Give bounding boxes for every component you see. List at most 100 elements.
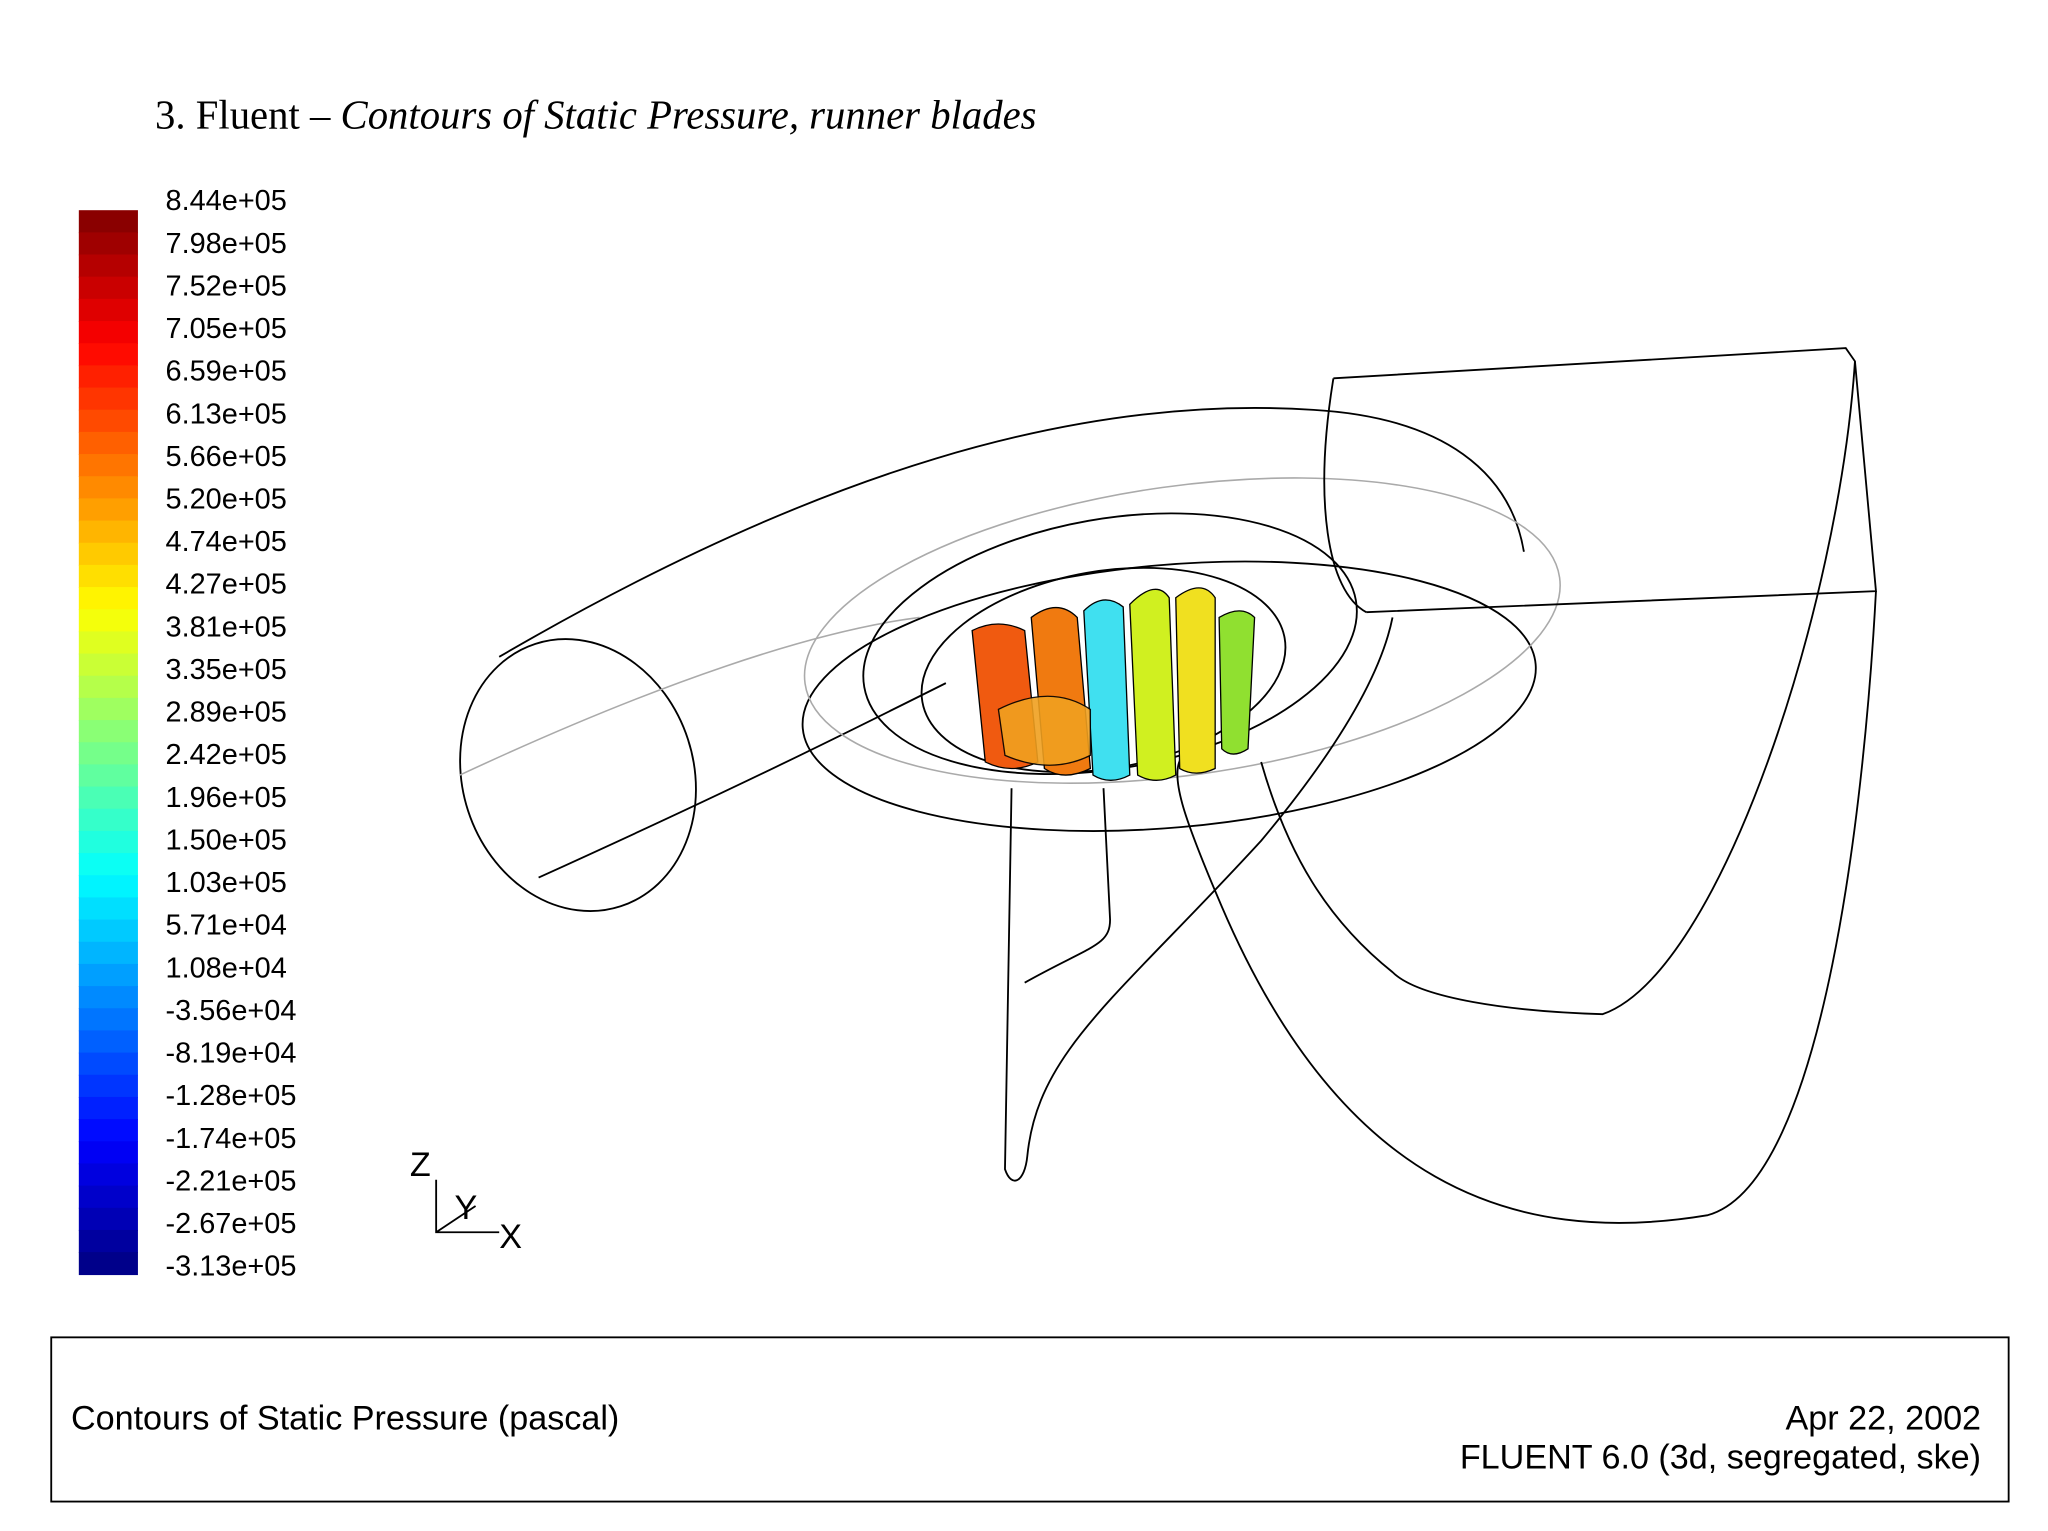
colorbar-band [78, 276, 138, 300]
triad-lines [435, 1179, 500, 1234]
draft-tube [1176, 591, 1877, 1224]
blade [1218, 610, 1256, 755]
colorbar-band [78, 343, 138, 367]
triad-z: Z [410, 1146, 431, 1184]
colorbar-label: -3.56e+04 [166, 995, 297, 1027]
colorbar-label: 5.20e+05 [166, 484, 287, 516]
footer-date: Apr 22, 2002 [1786, 1399, 1982, 1437]
footer-left: Contours of Static Pressure (pascal) [71, 1399, 619, 1437]
colorbar-band [78, 786, 138, 810]
colorbar-label: 5.66e+05 [166, 441, 287, 473]
colorbar-band [78, 963, 138, 987]
colorbar-label: -1.28e+05 [166, 1080, 297, 1112]
colorbar-band [78, 210, 138, 234]
colorbar-band [78, 298, 138, 322]
colorbar-band [78, 1119, 138, 1143]
colorbar-band [78, 476, 138, 500]
colorbar-band [78, 1229, 138, 1253]
caption: 3. Fluent – Contours of Static Pressure,… [155, 93, 1037, 138]
colorbar-band [78, 520, 138, 544]
runner-blades [971, 587, 1256, 781]
draft-tube [1333, 347, 1877, 614]
colorbar-band [78, 232, 138, 256]
colorbar: 8.44e+05 7.98e+05 7.52e+05 7.05e+05 6.59e+05… [78, 185, 297, 1283]
colorbar-label: 1.03e+05 [166, 867, 287, 899]
colorbar-band [78, 1096, 138, 1120]
colorbar-band [78, 808, 138, 832]
colorbar-label: 4.27e+05 [166, 569, 287, 601]
colorbar-band [78, 1252, 138, 1276]
colorbar-band [78, 720, 138, 744]
blade [1083, 599, 1131, 781]
guide-ring [862, 512, 1358, 775]
draft-tube [1323, 378, 1367, 613]
colorbar-band [78, 254, 138, 278]
colorbar-band [78, 1030, 138, 1054]
blade [997, 695, 1092, 766]
colorbar-label: -3.13e+05 [166, 1251, 297, 1283]
spiral-casing [459, 616, 920, 776]
colorbar-band [78, 542, 138, 566]
colorbar-label: -1.74e+05 [166, 1123, 297, 1155]
colorbar-band [78, 454, 138, 478]
colorbar-band [78, 875, 138, 899]
caption-italic: Contours of Static Pressure, runner blad… [341, 93, 1037, 138]
colorbar-band [78, 742, 138, 766]
colorbar-label: 6.59e+05 [166, 356, 287, 388]
colorbar-band [78, 675, 138, 699]
colorbar-label: -2.21e+05 [166, 1165, 297, 1197]
colorbar-band [78, 919, 138, 943]
colorbar-band [78, 365, 138, 389]
colorbar-band [78, 1008, 138, 1032]
axes-triad: Z Y X [410, 1146, 522, 1256]
caption-prefix: 3. Fluent – [155, 93, 331, 138]
blade [1175, 587, 1216, 774]
draft-tube [1024, 788, 1111, 984]
colorbar-label: 2.42e+05 [166, 739, 287, 771]
casing-ring [801, 560, 1537, 832]
colorbar-band [78, 498, 138, 522]
triad-x: X [499, 1218, 522, 1256]
colorbar-label: 1.08e+04 [166, 952, 287, 984]
draft-tube [1004, 617, 1394, 1182]
colorbar-band [78, 1074, 138, 1098]
colorbar-label: -2.67e+05 [166, 1208, 297, 1240]
spiral-casing [538, 682, 947, 879]
colorbar-band [78, 587, 138, 611]
casing-ring [803, 477, 1561, 784]
colorbar-band [78, 387, 138, 411]
colorbar-label: 3.35e+05 [166, 654, 287, 686]
figure: 3. Fluent – Contours of Static Pressure,… [50, 93, 2010, 1503]
footer-box [50, 1336, 2010, 1503]
colorbar-label: 7.98e+05 [166, 228, 287, 260]
colorbar-label: 7.05e+05 [166, 313, 287, 345]
colorbar-band [78, 697, 138, 721]
colorbar-label: 1.50e+05 [166, 824, 287, 856]
colorbar-band [78, 321, 138, 344]
colorbar-band [78, 609, 138, 633]
colorbar-label: 7.52e+05 [166, 270, 287, 302]
colorbar-band [78, 431, 138, 455]
draft-tube [1260, 361, 1856, 1016]
colorbar-label: 1.96e+05 [166, 782, 287, 814]
colorbar-band [78, 830, 138, 854]
colorbar-label: 4.74e+05 [166, 526, 287, 558]
inlet [459, 638, 697, 912]
colorbar-label: 5.71e+04 [166, 910, 287, 942]
blade [1129, 588, 1177, 781]
colorbar-band [78, 653, 138, 677]
colorbar-band [78, 1185, 138, 1209]
colorbar-band [78, 941, 138, 965]
colorbar-band [78, 1052, 138, 1076]
colorbar-band [78, 853, 138, 877]
colorbar-label: 6.13e+05 [166, 398, 287, 430]
geometry [459, 347, 1877, 1224]
colorbar-band [78, 409, 138, 433]
colorbar-band [78, 631, 138, 655]
colorbar-band [78, 564, 138, 588]
spiral-casing [498, 407, 1525, 658]
colorbar-label: -8.19e+04 [166, 1038, 297, 1070]
colorbar-band [78, 986, 138, 1010]
triad-y: Y [455, 1189, 478, 1227]
colorbar-band [78, 1207, 138, 1231]
